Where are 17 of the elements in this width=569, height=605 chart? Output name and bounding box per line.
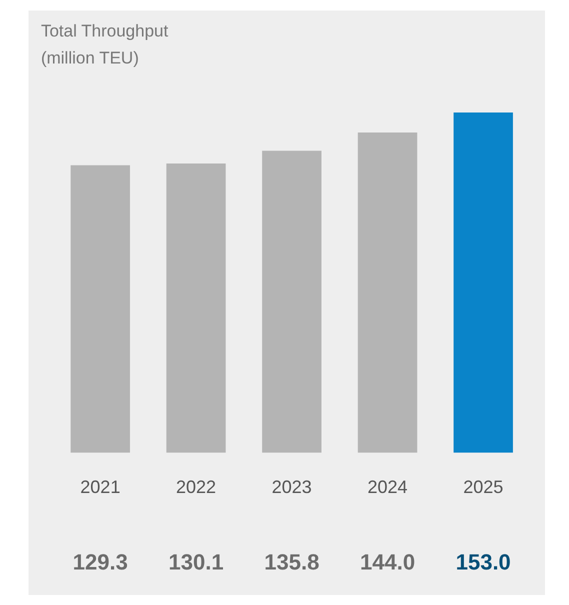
y-axis-title: (million TEU): [40, 48, 139, 68]
data-label: 135.8: [264, 549, 320, 574]
bar: [70, 165, 130, 453]
x-tick-label: 2025: [463, 477, 504, 498]
data-label: 144.0: [360, 549, 416, 574]
data-label: 130.1: [168, 549, 224, 574]
x-tick-label: 2022: [176, 477, 216, 498]
chart-title: Total Throughput: [40, 21, 168, 40]
x-tick-label: 2021: [80, 477, 120, 498]
bar: [262, 150, 322, 453]
data-label: 129.3: [72, 549, 128, 574]
x-tick-label: 2024: [368, 477, 408, 498]
data-label: 153.0: [456, 549, 511, 574]
bar: [166, 163, 226, 453]
x-tick-label: 2023: [272, 477, 312, 498]
bar: [358, 132, 418, 453]
bar: [454, 112, 513, 453]
